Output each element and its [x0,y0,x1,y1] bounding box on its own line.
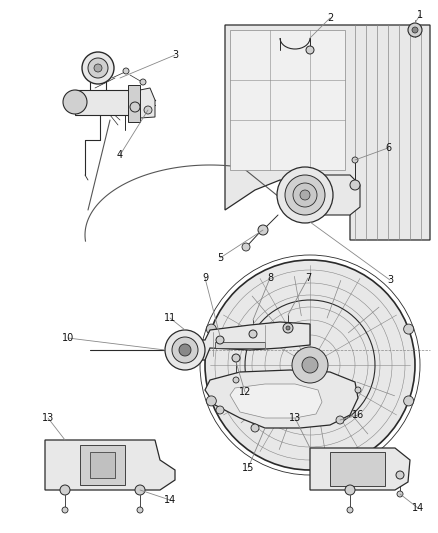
Circle shape [242,243,250,251]
Circle shape [232,354,240,362]
Text: 1: 1 [417,10,423,20]
Circle shape [404,324,413,334]
Circle shape [94,64,102,72]
Circle shape [286,326,290,330]
Circle shape [283,323,293,333]
Circle shape [404,396,413,406]
Polygon shape [230,30,345,170]
Circle shape [408,23,422,37]
Polygon shape [185,322,310,360]
Circle shape [144,106,152,114]
Circle shape [336,416,344,424]
Text: 14: 14 [412,503,424,513]
Circle shape [300,190,310,200]
Circle shape [306,46,314,54]
Text: 15: 15 [242,463,254,473]
Circle shape [412,27,418,33]
Polygon shape [330,452,385,486]
Polygon shape [45,440,175,490]
Circle shape [62,507,68,513]
Text: 3: 3 [387,275,393,285]
Circle shape [88,58,108,78]
Polygon shape [80,445,125,485]
Polygon shape [225,25,430,240]
Circle shape [63,90,87,114]
Polygon shape [140,88,155,118]
Polygon shape [90,452,115,478]
Circle shape [352,157,358,163]
Text: 7: 7 [305,273,311,283]
Text: 8: 8 [267,273,273,283]
Circle shape [205,260,415,470]
Circle shape [206,324,216,334]
Circle shape [135,485,145,495]
Text: 5: 5 [217,253,223,263]
Circle shape [137,507,143,513]
Circle shape [233,377,239,383]
Circle shape [206,396,216,406]
Circle shape [292,347,328,383]
Circle shape [396,471,404,479]
Text: 13: 13 [42,413,54,423]
Circle shape [302,357,318,373]
Circle shape [216,336,224,344]
Circle shape [285,175,325,215]
Text: 13: 13 [289,413,301,423]
Circle shape [179,344,191,356]
Text: 11: 11 [164,313,176,323]
Polygon shape [310,448,410,490]
Text: 2: 2 [327,13,333,23]
Text: 12: 12 [239,387,251,397]
Circle shape [216,406,224,414]
Text: 9: 9 [202,273,208,283]
Circle shape [277,167,333,223]
Circle shape [140,79,146,85]
Circle shape [60,485,70,495]
Text: 14: 14 [164,495,176,505]
Circle shape [251,424,259,432]
Polygon shape [205,370,358,428]
Polygon shape [305,175,360,215]
Text: 10: 10 [62,333,74,343]
Circle shape [249,330,257,338]
Text: 6: 6 [385,143,391,153]
Polygon shape [230,384,322,418]
Polygon shape [75,90,135,115]
Text: 16: 16 [352,410,364,420]
Polygon shape [215,342,265,348]
Circle shape [355,387,361,393]
Circle shape [293,183,317,207]
Text: 3: 3 [172,50,178,60]
Text: 4: 4 [117,150,123,160]
Circle shape [130,102,140,112]
Circle shape [258,225,268,235]
Circle shape [397,491,403,497]
Circle shape [165,330,205,370]
Circle shape [172,337,198,363]
Circle shape [347,507,353,513]
Circle shape [82,52,114,84]
Circle shape [123,68,129,74]
Circle shape [345,485,355,495]
Circle shape [350,180,360,190]
Polygon shape [128,85,140,122]
